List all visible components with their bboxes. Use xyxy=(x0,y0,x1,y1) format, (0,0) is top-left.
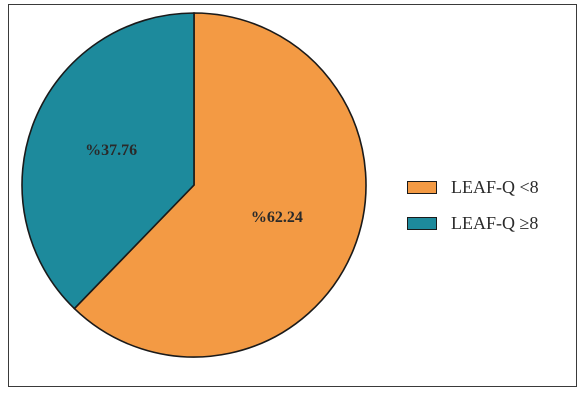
slice-leafq-under-8 xyxy=(73,12,367,358)
legend: LEAF-Q <8 LEAF-Q ≥8 xyxy=(407,175,539,247)
legend-label-leafq-8-or-more: LEAF-Q ≥8 xyxy=(451,212,539,233)
legend-swatch-leafq-8-or-more xyxy=(407,216,437,230)
legend-item-leafq-8-or-more: LEAF-Q ≥8 xyxy=(407,211,539,235)
slice-label-leafq-under-8: %62.24 xyxy=(251,209,303,226)
legend-swatch-leafq-under-8 xyxy=(407,180,437,194)
slice-label-leafq-8-or-more: %37.76 xyxy=(85,142,137,159)
chart-frame: %62.24 %37.76 LEAF-Q <8 LEAF-Q ≥8 xyxy=(8,4,577,387)
legend-label-leafq-under-8: LEAF-Q <8 xyxy=(451,176,539,197)
legend-item-leafq-under-8: LEAF-Q <8 xyxy=(407,175,539,199)
pie-chart: %62.24 %37.76 xyxy=(21,12,367,358)
slice-leafq-8-or-more xyxy=(21,12,195,310)
